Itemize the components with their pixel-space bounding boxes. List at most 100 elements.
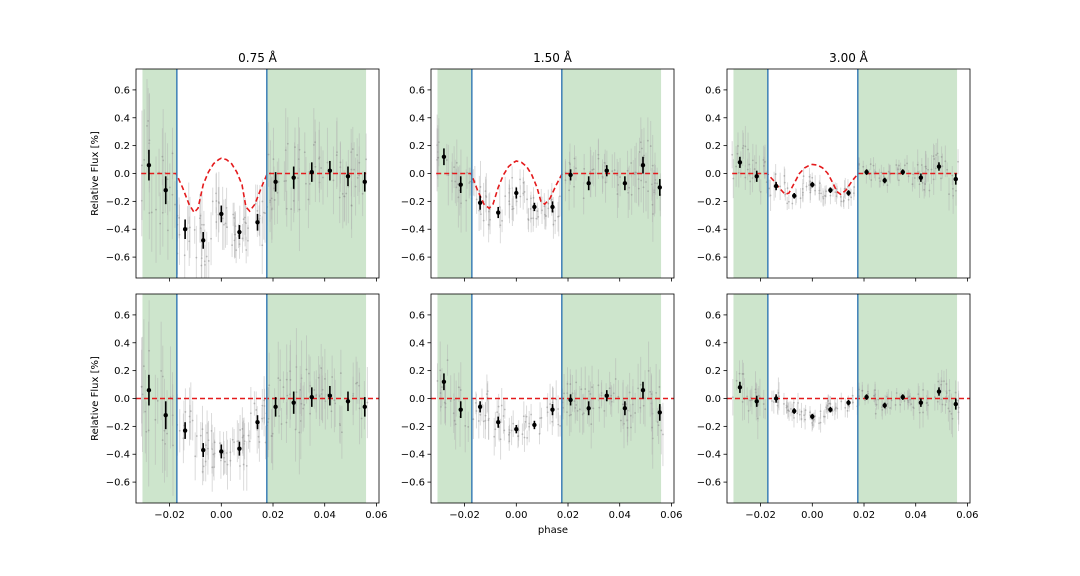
raw-point — [532, 217, 535, 220]
binned-point — [810, 182, 815, 187]
raw-point — [499, 224, 502, 227]
binned-point — [657, 410, 662, 415]
x-tick-label: 0.00 — [210, 510, 232, 521]
raw-point — [898, 164, 900, 167]
y-tick-label: 0.2 — [705, 366, 721, 377]
binned-point — [255, 220, 260, 225]
raw-point — [245, 222, 247, 225]
raw-point — [249, 412, 252, 415]
raw-point — [338, 422, 341, 425]
raw-point — [241, 436, 244, 439]
raw-point — [213, 452, 216, 455]
raw-point — [897, 179, 900, 182]
raw-point — [798, 413, 801, 416]
raw-point — [660, 429, 663, 432]
raw-point — [851, 394, 854, 397]
raw-point — [303, 151, 306, 154]
raw-point — [436, 159, 438, 161]
binned-point — [219, 211, 224, 217]
raw-point — [843, 188, 846, 190]
raw-point — [549, 403, 551, 405]
raw-point — [530, 217, 533, 220]
raw-point — [277, 377, 280, 379]
raw-point — [276, 191, 279, 194]
binned-point — [345, 399, 351, 404]
raw-point — [943, 380, 945, 383]
raw-point — [271, 432, 274, 435]
raw-point — [299, 389, 302, 391]
binned-point — [604, 393, 609, 398]
raw-point — [598, 406, 601, 409]
raw-point — [621, 403, 624, 406]
raw-point — [474, 401, 477, 404]
y-tick-label: 0.6 — [409, 310, 425, 321]
raw-point — [801, 194, 804, 196]
raw-point — [259, 214, 261, 217]
binned-point — [182, 227, 188, 232]
raw-point — [338, 196, 341, 199]
panel-1: −0.6 −0.4 −0.2 0.0 0.2 0.4 0.6 0.75 Å Relative F… — [90, 50, 380, 282]
raw-point — [314, 165, 317, 168]
raw-point — [947, 407, 950, 410]
y-axis-label: Relative Flux [%] — [90, 131, 101, 216]
raw-point — [453, 419, 456, 422]
raw-point — [352, 392, 355, 395]
binned-point — [291, 400, 296, 405]
raw-point — [625, 403, 628, 406]
raw-point — [872, 164, 875, 167]
raw-point — [307, 198, 310, 201]
raw-point — [925, 167, 927, 170]
raw-point — [811, 424, 814, 426]
raw-point — [589, 393, 592, 395]
raw-point — [245, 249, 248, 251]
panel-6: −0.6 −0.4 −0.2 0.0 0.2 0.4 0.6 −0.02 0.00 0.02 0.0… — [697, 293, 979, 521]
raw-point — [320, 167, 322, 169]
raw-point — [637, 187, 640, 190]
raw-point — [148, 139, 151, 142]
raw-point — [574, 407, 577, 409]
raw-point — [562, 406, 564, 409]
raw-point — [880, 171, 883, 174]
binned-point — [622, 406, 628, 411]
raw-point — [824, 194, 826, 197]
raw-point — [280, 423, 283, 425]
raw-point — [502, 415, 505, 417]
raw-point — [590, 423, 593, 426]
raw-point — [530, 413, 532, 416]
raw-point — [449, 400, 452, 402]
raw-point — [220, 459, 222, 462]
raw-point — [626, 409, 629, 412]
raw-point — [792, 401, 795, 404]
raw-point — [951, 417, 954, 420]
raw-point — [783, 181, 786, 184]
raw-point — [645, 181, 647, 183]
raw-point — [440, 406, 442, 408]
y-tick-label: 0.4 — [409, 338, 425, 349]
raw-point — [588, 390, 590, 393]
raw-point — [436, 144, 439, 147]
raw-point — [559, 424, 562, 427]
raw-point — [145, 430, 148, 433]
panel-plot-area — [731, 69, 959, 278]
raw-point — [183, 254, 186, 257]
raw-point — [629, 414, 632, 417]
raw-point — [300, 402, 303, 405]
raw-point — [575, 381, 578, 384]
raw-point — [171, 152, 174, 155]
binned-point — [604, 168, 609, 173]
raw-point — [285, 207, 288, 210]
raw-point — [326, 161, 329, 164]
raw-point — [557, 408, 560, 410]
raw-point — [786, 405, 789, 408]
y-tick-label: 0.6 — [705, 310, 721, 321]
y-tick-label: −0.2 — [401, 197, 425, 208]
y-tick-label: 0.4 — [409, 113, 425, 124]
raw-point — [896, 172, 899, 175]
raw-point — [204, 444, 207, 447]
raw-point — [289, 393, 291, 396]
raw-point — [657, 424, 660, 427]
raw-point — [217, 201, 220, 204]
raw-point — [235, 249, 238, 251]
raw-point — [912, 406, 915, 409]
raw-point — [742, 144, 745, 147]
